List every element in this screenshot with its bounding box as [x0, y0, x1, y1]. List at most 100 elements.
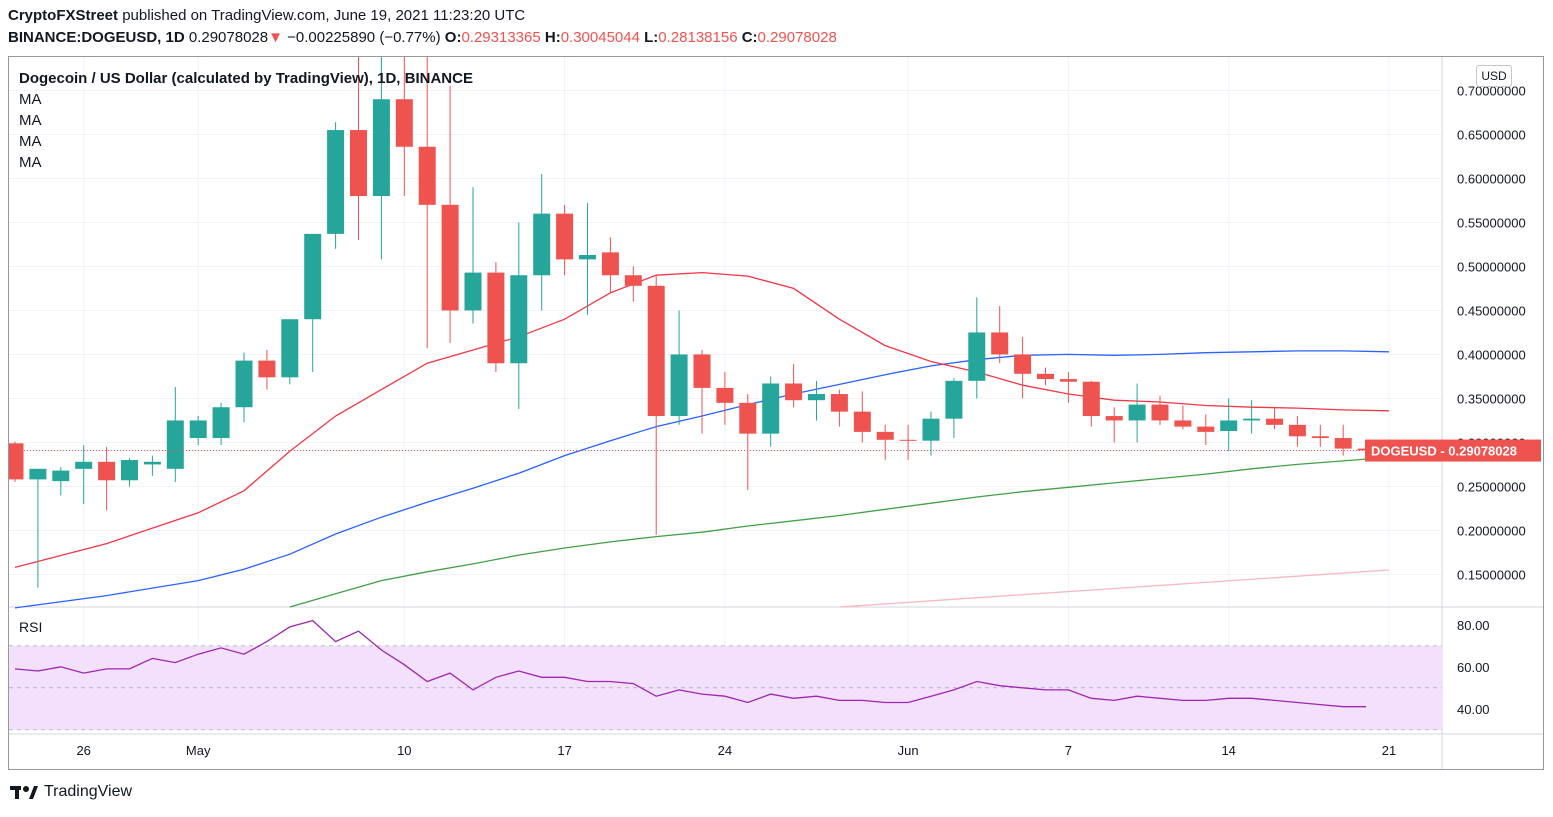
- time-axis-label: 26: [76, 743, 90, 758]
- rsi-axis-label: 40.00: [1457, 702, 1490, 717]
- candle-body: [1288, 424, 1306, 437]
- candle-body: [624, 275, 642, 286]
- candle: [510, 222, 528, 409]
- candle-body: [670, 354, 688, 417]
- candle: [556, 204, 574, 276]
- legend-ma-4[interactable]: MA: [19, 154, 42, 171]
- candle-body: [991, 332, 1009, 355]
- candle: [1037, 367, 1054, 386]
- candle: [876, 424, 894, 461]
- chart-canvas[interactable]: 0.150000000.200000000.250000000.30000000…: [9, 57, 1544, 770]
- ma-line-green: [289, 456, 1390, 608]
- candle: [899, 424, 917, 461]
- candle-body: [556, 213, 574, 260]
- candle: [762, 376, 780, 447]
- candle: [143, 455, 161, 476]
- candle-body: [1174, 420, 1192, 427]
- chart-legend: Dogecoin / US Dollar (calculated by Trad…: [19, 68, 473, 173]
- close-value: 0.29078028: [757, 29, 837, 46]
- candle-body: [579, 255, 596, 260]
- publisher-name[interactable]: CryptoFXStreet: [8, 7, 119, 24]
- candle-body: [52, 470, 70, 482]
- candle: [52, 467, 70, 496]
- candle: [1014, 336, 1032, 399]
- candle-body: [1266, 418, 1283, 425]
- candle: [212, 402, 230, 446]
- down-arrow-icon: ▼: [268, 29, 283, 46]
- candle: [304, 233, 322, 373]
- price-axis-label: 0.60000000: [1457, 171, 1526, 186]
- change-value: −0.00225890 (−0.77%): [287, 29, 441, 46]
- price-tag-symbol: DOGEUSD - 0.29078028: [1371, 444, 1517, 459]
- candle: [579, 203, 596, 315]
- candle-body: [762, 383, 780, 434]
- time-axis-label: Jun: [898, 743, 919, 758]
- candle-body: [166, 420, 184, 469]
- candle: [991, 306, 1009, 364]
- time-axis-label: 14: [1221, 743, 1235, 758]
- candle: [785, 364, 803, 408]
- candle-body: [395, 99, 413, 147]
- candle: [1266, 407, 1283, 430]
- tradingview-footer[interactable]: TradingView: [10, 783, 132, 801]
- candle-body: [1243, 418, 1261, 421]
- candle: [1288, 416, 1306, 447]
- candle: [281, 319, 299, 385]
- candle-body: [350, 130, 367, 197]
- legend-ma-1[interactable]: MA: [19, 91, 42, 108]
- candle: [601, 237, 619, 293]
- candle-body: [304, 233, 322, 320]
- candle: [1311, 424, 1329, 447]
- candle: [258, 350, 276, 390]
- rsi-axis-label: 60.00: [1457, 660, 1490, 675]
- candle: [29, 468, 47, 588]
- candle: [1334, 424, 1352, 456]
- ma-line-red: [14, 271, 1390, 569]
- candle-body: [75, 461, 93, 469]
- price-axis-label: 0.50000000: [1457, 259, 1526, 274]
- rsi-axis-label: 80.00: [1457, 618, 1490, 633]
- candle-body: [1197, 426, 1215, 432]
- price-axis-label: 0.15000000: [1457, 567, 1526, 582]
- candle: [441, 86, 459, 343]
- candle-body: [372, 99, 390, 197]
- candle-body: [189, 420, 207, 439]
- candle-body: [1220, 420, 1238, 431]
- candle: [693, 350, 711, 434]
- chart-frame[interactable]: 0.150000000.200000000.250000000.30000000…: [8, 56, 1544, 770]
- tradingview-brand: TradingView: [44, 783, 133, 800]
- price-axis-label: 0.20000000: [1457, 523, 1526, 538]
- open-value: 0.29313365: [461, 29, 541, 46]
- symbol-label: BINANCE:DOGEUSD, 1D: [8, 29, 185, 46]
- candle: [1059, 372, 1077, 403]
- candle-body: [785, 383, 803, 401]
- candle-body: [945, 380, 963, 419]
- price-axis-label: 0.40000000: [1457, 347, 1526, 362]
- candle-body: [876, 431, 894, 440]
- candle-body: [464, 272, 482, 311]
- candle: [808, 380, 825, 421]
- rsi-line: [14, 619, 1367, 708]
- candle: [945, 378, 963, 439]
- rsi-label: RSI: [19, 619, 43, 635]
- ohlc-header: BINANCE:DOGEUSD, 1D 0.29078028 ▼ −0.00225…: [8, 29, 837, 46]
- time-axis-label: 24: [718, 743, 732, 758]
- currency-button[interactable]: USD: [1476, 65, 1512, 87]
- candle-body: [601, 252, 619, 276]
- candle-body: [922, 418, 940, 441]
- candle-body: [830, 394, 848, 412]
- low-value: 0.28138156: [658, 29, 738, 46]
- price-axis-label: 0.25000000: [1457, 479, 1526, 494]
- candle-body: [281, 319, 299, 378]
- candle: [853, 391, 871, 443]
- price-axis-label: 0.70000000: [1457, 83, 1526, 98]
- ma-line-pink: [839, 569, 1390, 608]
- candle-body: [1082, 381, 1100, 417]
- candle-body: [29, 468, 47, 480]
- candle-body: [1311, 436, 1329, 439]
- legend-ma-3[interactable]: MA: [19, 133, 42, 150]
- candle: [716, 372, 734, 425]
- legend-ma-2[interactable]: MA: [19, 112, 42, 129]
- candle-body: [1151, 404, 1169, 421]
- candle: [487, 262, 505, 373]
